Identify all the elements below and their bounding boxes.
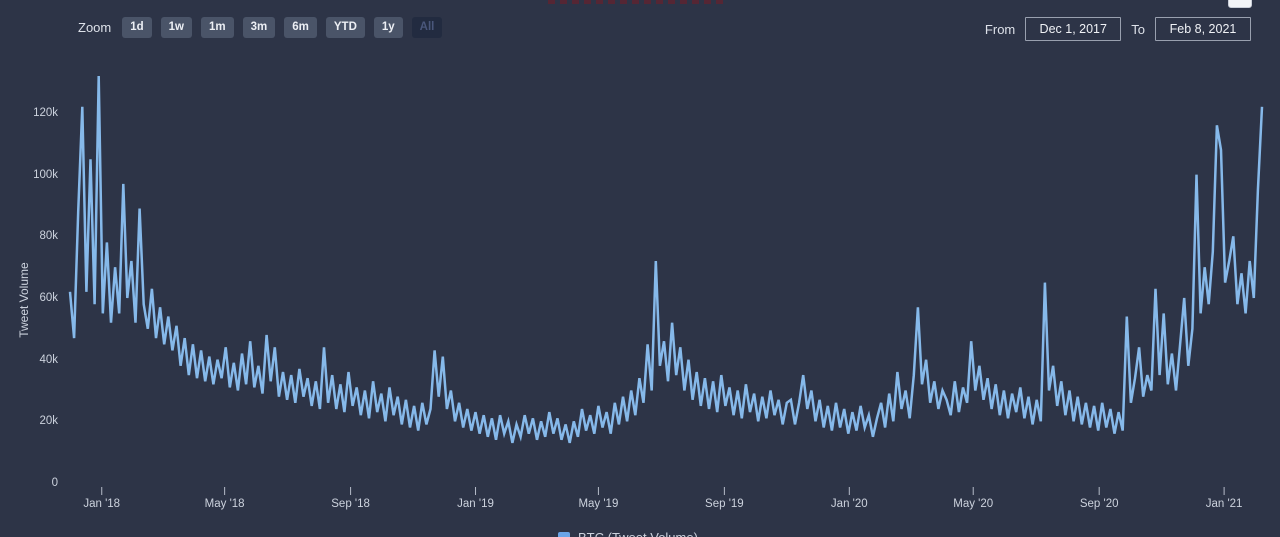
x-tick-label: Sep '18 (331, 498, 370, 510)
zoom-button-1m[interactable]: 1m (201, 17, 234, 38)
y-tick-label: 100k (33, 168, 58, 181)
to-date-input[interactable] (1155, 17, 1251, 41)
x-tick-label: Jan '19 (457, 498, 494, 510)
y-tick-label: 120k (33, 107, 58, 119)
legend-marker (558, 531, 570, 537)
x-tick-label: May '18 (204, 498, 245, 510)
zoom-button-all[interactable]: All (411, 17, 443, 38)
x-tick-label: May '20 (953, 498, 994, 510)
zoom-button-3m[interactable]: 3m (242, 17, 276, 38)
date-range-group: From To (985, 17, 1251, 41)
zoom-button-1w[interactable]: 1w (160, 17, 192, 38)
from-label: From (984, 21, 1016, 37)
zoom-label: Zoom (78, 20, 112, 35)
x-tick-label: Sep '20 (1079, 498, 1119, 510)
x-axis-tick-marks (101, 487, 1225, 495)
y-tick-label: 20k (39, 415, 58, 428)
y-tick-label: 40k (39, 353, 58, 366)
y-tick-label: 80k (39, 230, 58, 243)
legend-series-label: BTC (Tweet Volume) (578, 530, 698, 537)
zoom-button-1d[interactable]: 1d (122, 17, 152, 38)
zoom-button-1y[interactable]: 1y (373, 17, 403, 38)
y-tick-label: 0 (51, 477, 58, 489)
export-menu-button[interactable] (1228, 0, 1252, 8)
x-tick-label: May '19 (578, 498, 619, 510)
x-tick-label: Jan '20 (830, 498, 868, 510)
zoom-button-ytd[interactable]: YTD (325, 17, 365, 38)
to-label: To (1131, 21, 1145, 37)
zoom-button-group: Zoom 1d 1w 1m 3m 6m YTD 1y All (78, 17, 443, 38)
series-line (68, 75, 1264, 444)
chart-toolbar: Zoom 1d 1w 1m 3m 6m YTD 1y All From To (0, 17, 1280, 43)
from-date-input[interactable] (1025, 17, 1122, 41)
legend[interactable]: BTC (Tweet Volume) (558, 530, 698, 537)
clipped-title-sliver (548, 0, 724, 4)
x-tick-label: Jan '21 (1205, 498, 1243, 510)
x-tick-label: Jan '18 (83, 498, 121, 510)
x-tick-label: Sep '19 (705, 498, 744, 510)
zoom-button-6m[interactable]: 6m (284, 17, 317, 38)
y-tick-label: 60k (39, 292, 58, 304)
